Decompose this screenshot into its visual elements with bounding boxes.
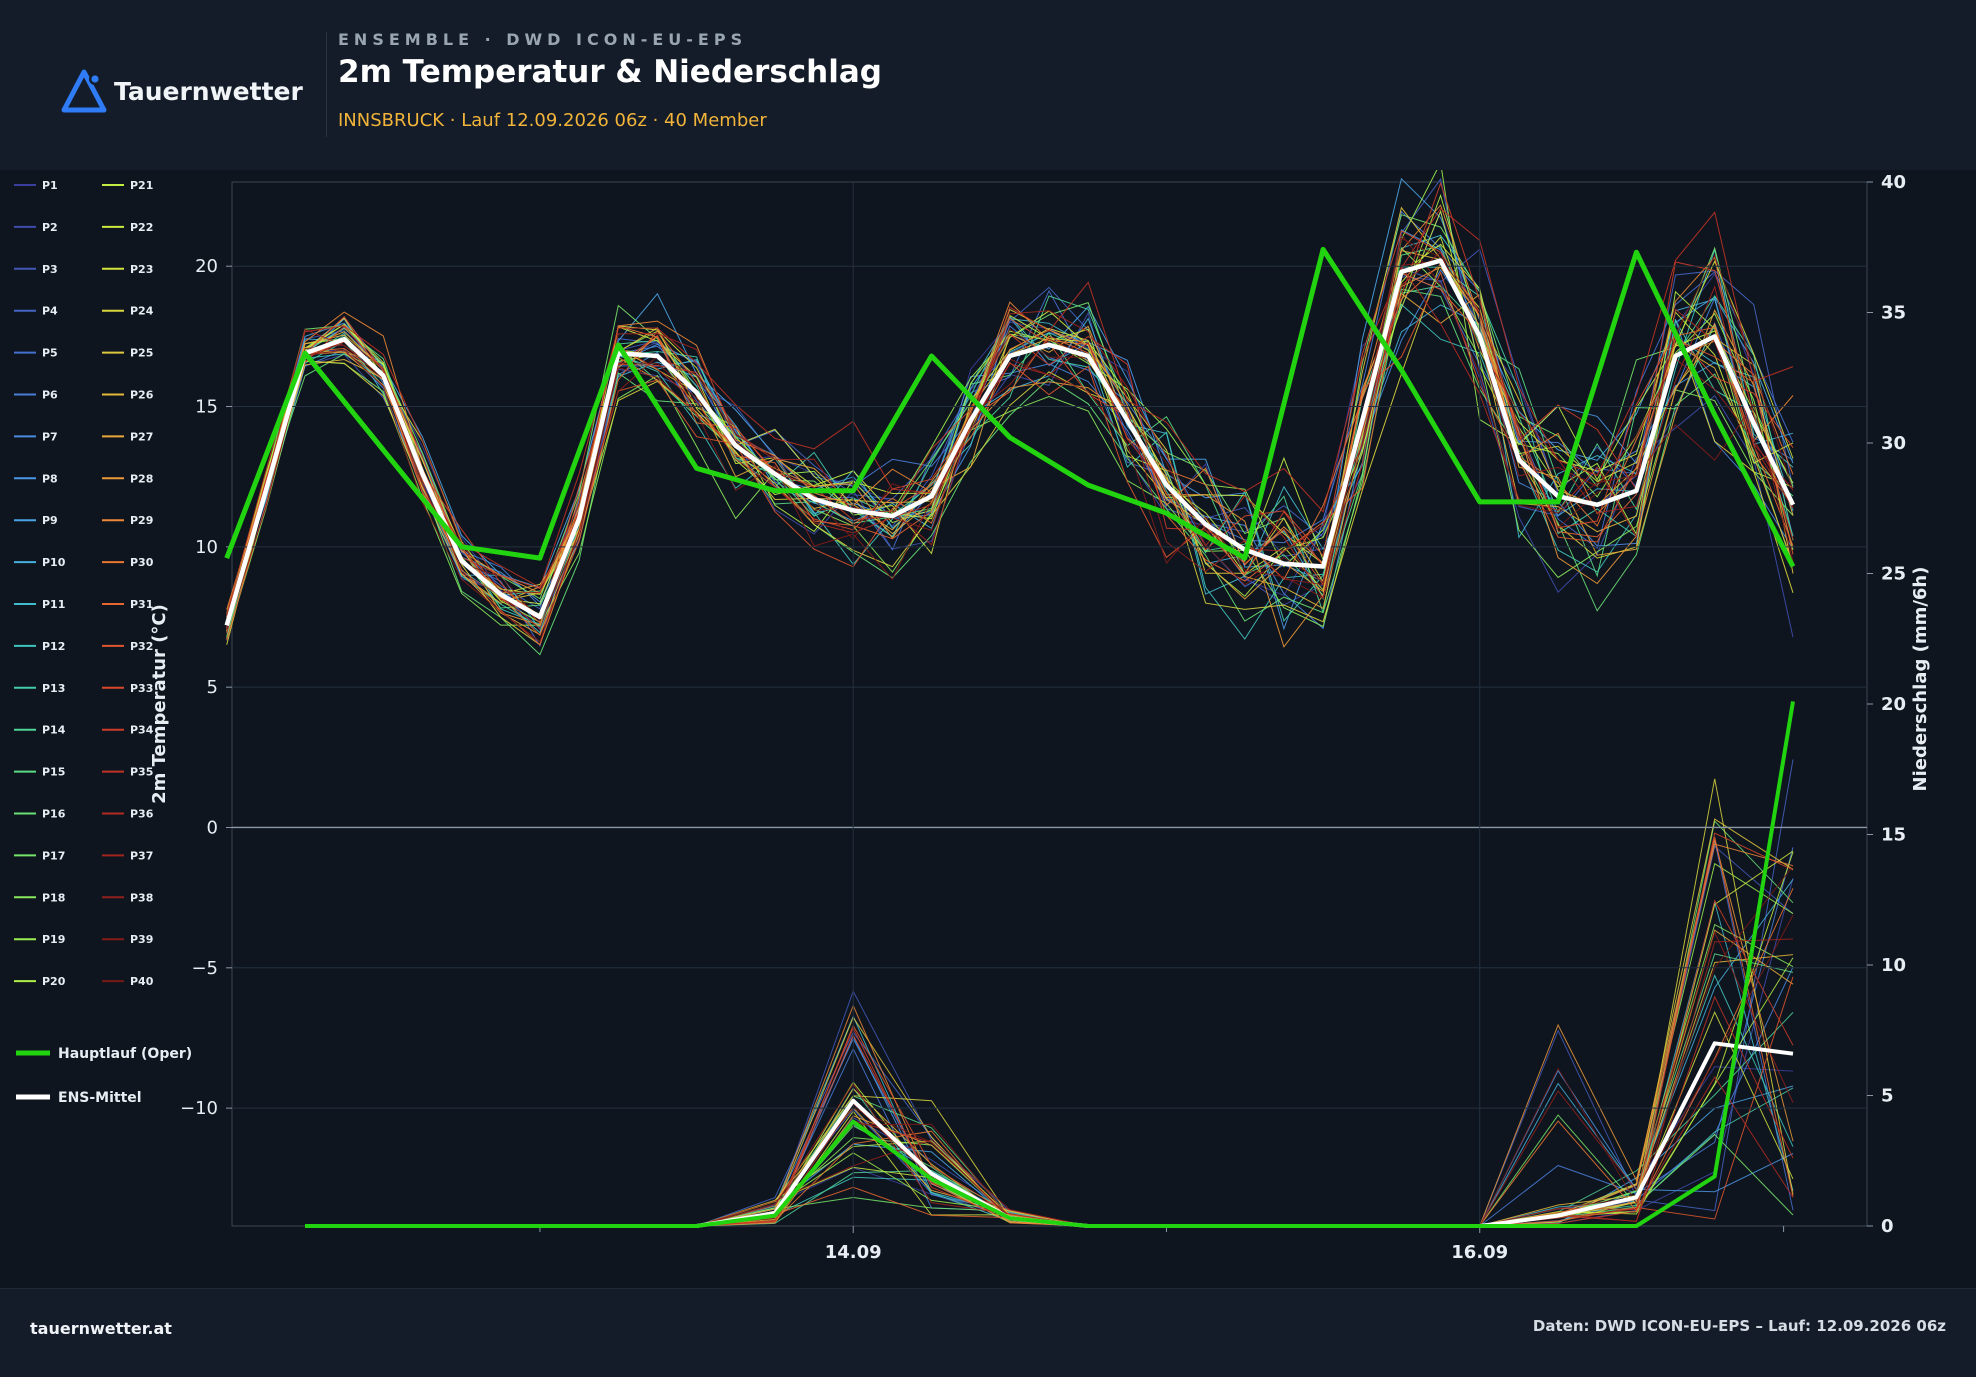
y-tick-label: 10 [195,537,218,558]
legend-member-label: P32 [130,640,153,653]
footer: tauernwetter.at Daten: DWD ICON-EU-EPS –… [0,1288,1976,1377]
legend-member-label: P35 [130,766,153,779]
legend-member-label: P27 [130,430,153,443]
header-kicker: ENSEMBLE · DWD ICON-EU-EPS [338,30,748,49]
legend-member-label: P39 [130,933,153,946]
y-tick-label: 20 [195,256,218,277]
legend-member-label: P22 [130,221,153,234]
legend-member-label: P11 [42,598,65,611]
legend-member-label: P34 [130,724,154,737]
legend-member-label: P24 [130,305,154,318]
member-temp-line [226,251,1794,617]
member-temp-line [226,193,1794,631]
x-tick-label: 16.09 [1451,1242,1508,1263]
legend-member-label: P14 [42,724,66,737]
member-temp-line [226,207,1794,615]
member-temp-line [226,230,1794,630]
header: Tauernwetter ENSEMBLE · DWD ICON-EU-EPS … [0,0,1976,170]
legend-mean-label: ENS-Mittel [58,1090,142,1106]
legend-member-label: P6 [42,389,58,402]
legend-member-label: P33 [130,682,153,695]
legend-oper-label: Hauptlauf (Oper) [58,1046,192,1062]
footer-site-link[interactable]: tauernwetter.at [30,1319,172,1338]
legend-member-label: P19 [42,933,65,946]
legend-member-label: P36 [130,808,154,821]
legend-member-label: P16 [42,808,66,821]
member-temp-line [226,271,1794,646]
y2-tick-label: 15 [1881,825,1906,846]
legend-member-label: P29 [130,514,153,527]
legend-member-label: P20 [42,975,66,988]
y2-tick-label: 35 [1881,303,1906,324]
member-temp-line [226,298,1794,631]
header-divider [326,32,327,137]
legend-member-label: P18 [42,891,65,904]
y2-tick-label: 0 [1881,1216,1894,1237]
legend-member-label: P3 [42,263,58,276]
legend-member-label: P17 [42,849,65,862]
legend-member-label: P5 [42,347,58,360]
member-temp-line [226,247,1794,640]
y2-tick-label: 25 [1881,564,1906,585]
brand-name: Tauernwetter [114,76,303,106]
y-tick-label: −5 [191,958,218,979]
legend-member-label: P26 [130,389,154,402]
footer-data-source: Daten: DWD ICON-EU-EPS – Lauf: 12.09.202… [1532,1317,1946,1335]
brand-logo[interactable]: Tauernwetter [60,68,303,114]
legend-member-label: P9 [42,514,58,527]
legend-member-label: P21 [130,179,153,192]
y2-tick-label: 30 [1881,433,1906,454]
legend-member-label: P31 [130,598,153,611]
legend-member-label: P38 [130,891,153,904]
y2-axis-label: Niederschlag (mm/6h) [1910,567,1931,792]
oper-temp-line [224,246,1796,568]
page-subtitle: INNSBRUCK · Lauf 12.09.2026 06z · 40 Mem… [338,110,767,131]
legend-member-label: P28 [130,472,153,485]
legend-member-label: P10 [42,556,66,569]
legend-member-label: P30 [130,556,154,569]
legend-member-label: P37 [130,849,153,862]
legend-member-label: P12 [42,640,65,653]
legend-member-label: P23 [130,263,153,276]
member-temp-line [226,237,1794,622]
y2-tick-label: 20 [1881,694,1906,715]
ensemble-chart: −10 −5 0 5 10 15 20 14.09 16.09 0 5 10 15 20 25 30 35 40 2… [14,170,1931,1263]
mountain-logo-icon [61,69,107,113]
legend-member-label: P1 [42,179,58,192]
legend-member-label: P25 [130,347,153,360]
y2-tick-label: 40 [1881,172,1906,193]
legend-member-label: P2 [42,221,58,234]
legend-member-label: P40 [130,975,154,988]
ens-mean-temp-line [224,258,1796,627]
legend-member-label: P8 [42,472,58,485]
y2-tick-label: 10 [1881,955,1906,976]
plot-area [231,181,1868,1227]
y-tick-label: −10 [180,1098,218,1119]
member-temp-line [226,204,1794,610]
page-title: 2m Temperatur & Niederschlag [338,54,882,90]
y-tick-label: 0 [207,817,218,838]
y-tick-label: 5 [207,677,218,698]
legend-member-label: P15 [42,766,65,779]
legend-member-label: P4 [42,305,58,318]
legend-member-label: P13 [42,682,65,695]
oper-precip-line [305,701,1795,1228]
x-tick-label: 14.09 [825,1242,882,1263]
y-tick-label: 15 [195,397,218,418]
legend-member-label: P7 [42,430,58,443]
y2-tick-label: 5 [1881,1086,1894,1107]
y-axis-label: 2m Temperatur (°C) [149,604,170,804]
